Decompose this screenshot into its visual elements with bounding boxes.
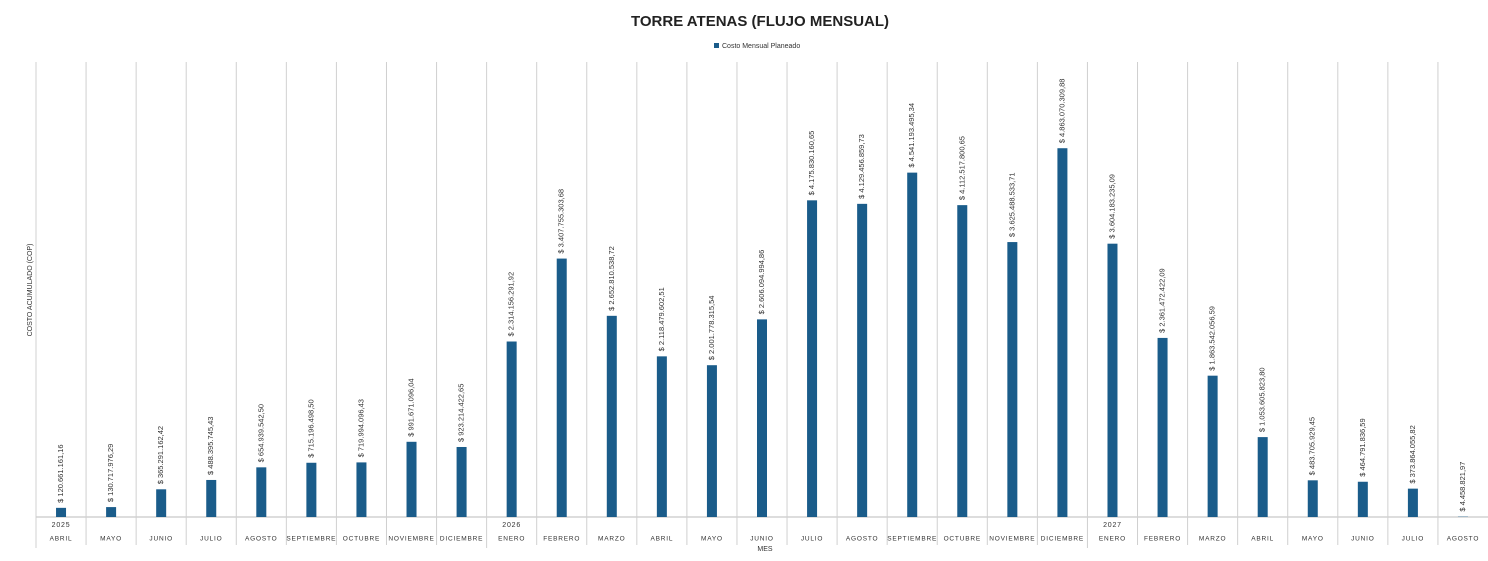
- data-label: $ 4.863.070.309,88: [1057, 79, 1066, 144]
- x-tick-label: JULIO: [801, 536, 823, 543]
- x-tick-label: DICIEMBRE: [440, 536, 483, 543]
- data-label: $ 923.214.422,65: [457, 384, 466, 442]
- bar: [757, 319, 767, 517]
- bar: [907, 172, 918, 517]
- x-tick-label: AGOSTO: [245, 536, 278, 543]
- x-tick-label: ENERO: [1099, 536, 1126, 543]
- bar: [1007, 242, 1018, 517]
- x-tick-label: JUNIO: [1351, 536, 1375, 543]
- bar: [857, 203, 868, 517]
- x-tick-label: NOVIEMBRE: [388, 536, 434, 543]
- x-tick-label: FEBRERO: [543, 536, 580, 543]
- x-tick-label: NOVIEMBRE: [989, 536, 1035, 543]
- x-tick-label: OCTUBRE: [944, 536, 981, 543]
- x-tick-label: SEPTIEMBRE: [286, 536, 336, 543]
- data-label: $ 4.458.821,97: [1458, 462, 1467, 512]
- year-label: 2026: [502, 522, 521, 529]
- data-label: $ 3.625.488.533,71: [1007, 172, 1016, 237]
- bar: [1357, 481, 1368, 517]
- data-label: $ 4.175.830.160,65: [807, 131, 816, 196]
- x-tick-label: ABRIL: [650, 536, 673, 543]
- data-label: $ 2.001.778.315,54: [707, 296, 716, 361]
- bar: [56, 507, 67, 517]
- bar: [456, 446, 467, 517]
- x-tick-label: OCTUBRE: [343, 536, 380, 543]
- x-tick-label: JUNIO: [149, 536, 173, 543]
- bar: [1407, 488, 1418, 517]
- legend-label: Costo Mensual Planeado: [722, 43, 800, 50]
- x-tick-label: MARZO: [598, 536, 625, 543]
- data-label: $ 3.604.183.235,09: [1107, 174, 1116, 239]
- x-tick-label: MAYO: [701, 536, 723, 543]
- y-axis-title: COSTO ACUMULADO (COP): [27, 244, 34, 337]
- bar: [1107, 243, 1118, 517]
- x-tick-label: MAYO: [1302, 536, 1324, 543]
- bar: [1257, 437, 1268, 517]
- x-tick-label: AGOSTO: [846, 536, 879, 543]
- data-label: $ 1.863.542.056,59: [1208, 306, 1217, 371]
- bar: [256, 467, 267, 517]
- data-label: $ 130.717.976,29: [106, 444, 115, 502]
- bar: [807, 200, 818, 517]
- data-label: $ 483.705.929,45: [1308, 417, 1317, 475]
- bar: [156, 489, 167, 517]
- x-tick-label: JULIO: [200, 536, 222, 543]
- data-label: $ 1.053.605.823,80: [1258, 367, 1267, 432]
- x-tick-label: ENERO: [498, 536, 525, 543]
- data-label: $ 488.395.745,43: [206, 417, 215, 475]
- bar: [206, 479, 217, 517]
- data-label: $ 715.196.498,50: [306, 399, 315, 457]
- x-tick-label: ABRIL: [1251, 536, 1274, 543]
- x-tick-label: SEPTIEMBRE: [887, 536, 937, 543]
- bar: [1307, 480, 1318, 517]
- bar: [957, 205, 968, 517]
- bar: [306, 462, 317, 517]
- x-tick-label: FEBRERO: [1144, 536, 1181, 543]
- x-tick-label: MARZO: [1199, 536, 1226, 543]
- year-label: 2025: [52, 522, 71, 529]
- data-label: $ 2.606.094.994,86: [757, 250, 766, 315]
- bar: [706, 365, 717, 517]
- data-label: $ 373.864.055,82: [1408, 425, 1417, 483]
- bar: [1157, 337, 1168, 517]
- data-label: $ 4.541.193.495,34: [907, 103, 916, 168]
- bar: [406, 441, 417, 517]
- bar: [1057, 148, 1068, 517]
- data-label: $ 4.129.456.859,73: [857, 134, 866, 199]
- x-tick-label: AGOSTO: [1447, 536, 1480, 543]
- bar: [106, 507, 117, 517]
- bar: [556, 258, 567, 517]
- data-label: $ 365.291.162,42: [156, 426, 165, 484]
- bar: [506, 341, 517, 517]
- bar: [606, 315, 617, 517]
- x-tick-label: MAYO: [100, 536, 122, 543]
- bar: [356, 462, 367, 517]
- data-label: $ 2.118.479.602,51: [657, 287, 666, 351]
- data-label: $ 2.652.810.538,72: [607, 246, 616, 311]
- x-tick-label: JULIO: [1402, 536, 1424, 543]
- legend-swatch: [714, 43, 719, 48]
- x-tick-label: DICIEMBRE: [1041, 536, 1084, 543]
- x-tick-label: JUNIO: [750, 536, 774, 543]
- data-label: $ 2.361.472.422,09: [1158, 268, 1167, 333]
- year-label: 2027: [1103, 522, 1122, 529]
- data-label: $ 719.994.096,43: [356, 399, 365, 457]
- data-label: $ 3.407.755.303,68: [557, 189, 566, 254]
- data-label: $ 4.112.517.800,65: [957, 136, 966, 200]
- data-label: $ 120.661.161,16: [56, 444, 65, 502]
- bar: [1207, 375, 1218, 517]
- data-label: $ 654.939.542,50: [256, 404, 265, 462]
- data-label: $ 2.314.156.291,92: [507, 272, 516, 337]
- chart-title: TORRE ATENAS (FLUJO MENSUAL): [631, 13, 889, 30]
- x-tick-label: ABRIL: [50, 536, 73, 543]
- bar: [656, 356, 667, 517]
- data-label: $ 991.671.096,04: [407, 378, 416, 436]
- data-label: $ 464.791.836,59: [1358, 418, 1367, 476]
- x-axis-title: MES: [757, 546, 773, 553]
